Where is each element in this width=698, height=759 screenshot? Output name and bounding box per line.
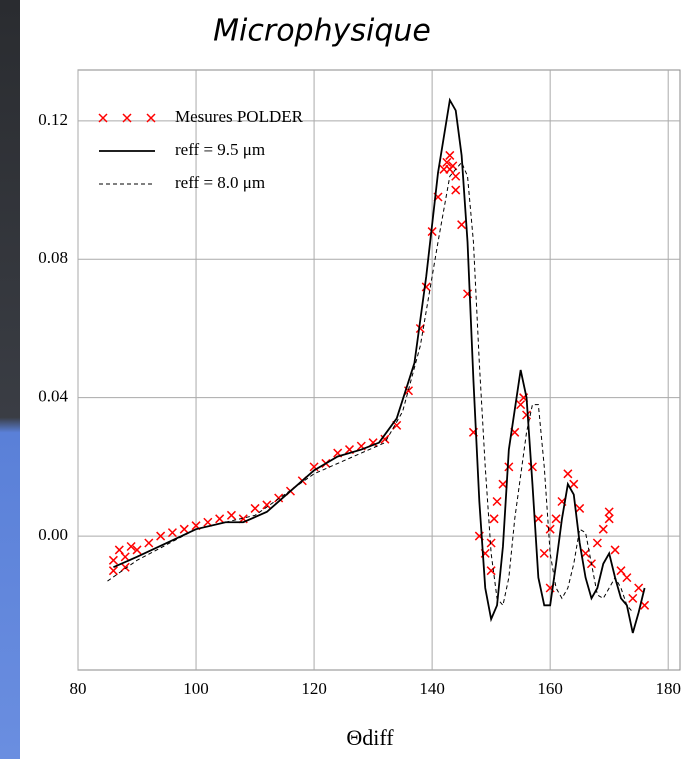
data-point (457, 220, 467, 230)
y-tick-label: 0.00 (38, 525, 68, 544)
data-point (274, 493, 284, 503)
background-image-strip (0, 0, 20, 759)
data-line (113, 97, 646, 634)
data-point (120, 552, 130, 562)
data-point (126, 541, 136, 552)
y-tick-label: 0.08 (38, 248, 68, 267)
x-tick-label: 160 (537, 679, 563, 698)
data-point (144, 538, 154, 548)
data-point (604, 514, 614, 524)
data-point (522, 410, 532, 420)
data-point (504, 462, 514, 472)
x-axis-label: Θdiff (346, 725, 394, 750)
data-point (575, 503, 585, 513)
x-tick-label: 80 (70, 679, 87, 698)
data-point (421, 282, 431, 292)
data-point (563, 469, 573, 479)
data-point (262, 500, 272, 510)
data-point (628, 593, 638, 603)
data-point (380, 434, 390, 444)
data-point (451, 185, 461, 195)
data-point (120, 562, 130, 572)
data-point (215, 514, 225, 524)
legend-marker (98, 113, 108, 123)
data-point (610, 545, 620, 555)
data-point (527, 462, 537, 472)
data-point (592, 538, 602, 548)
legend-marker (122, 113, 132, 123)
data-point (634, 583, 644, 593)
data-point (442, 157, 452, 167)
data-point (581, 548, 591, 558)
legend-label: reff = 8.0 μm (175, 173, 265, 192)
data-point (179, 524, 189, 534)
data-point (492, 496, 502, 507)
x-tick-label: 120 (301, 679, 327, 698)
data-point (415, 323, 425, 334)
chart-title: Microphysique (213, 14, 431, 49)
data-point (598, 524, 608, 534)
data-point (250, 503, 260, 513)
x-tick-label: 180 (655, 679, 681, 698)
y-tick-label: 0.12 (38, 110, 68, 129)
legend-label: reff = 9.5 μm (175, 140, 265, 159)
x-tick-label: 100 (183, 679, 209, 698)
data-point (551, 514, 561, 524)
data-point (167, 528, 177, 538)
data-point (516, 400, 526, 410)
plot-frame (77, 69, 681, 671)
legend-marker (146, 113, 156, 123)
data-point (498, 479, 508, 489)
data-point (622, 573, 632, 583)
data-point (489, 514, 499, 524)
data-point (569, 479, 579, 489)
data-point (451, 171, 461, 181)
data-point (445, 150, 455, 160)
legend-label: Mesures POLDER (175, 107, 304, 126)
data-point (545, 524, 555, 534)
data-point (486, 538, 496, 548)
data-point (108, 555, 118, 565)
data-point (604, 507, 614, 517)
data-point (108, 566, 118, 576)
data-point (156, 531, 166, 541)
data-point (486, 566, 496, 576)
data-line (107, 161, 634, 613)
x-tick-label: 140 (419, 679, 445, 698)
data-point (226, 510, 236, 520)
data-point (132, 545, 142, 555)
data-point (539, 548, 549, 558)
y-tick-label: 0.04 (38, 387, 68, 406)
